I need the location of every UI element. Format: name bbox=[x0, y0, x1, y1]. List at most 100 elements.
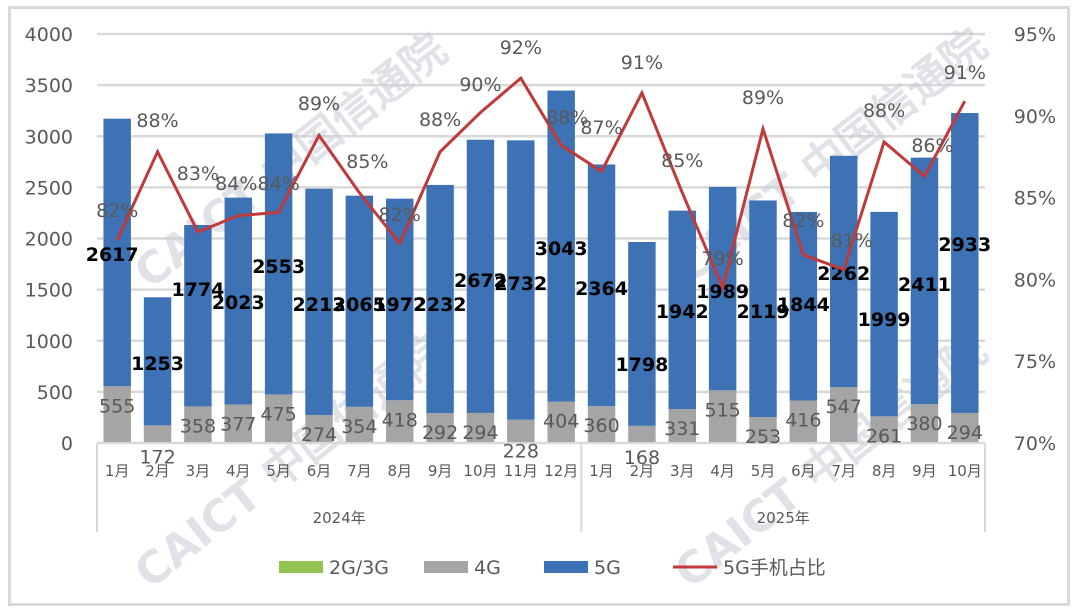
percent-label: 82% bbox=[96, 200, 138, 222]
percent-label: 82% bbox=[782, 210, 824, 232]
value-label-4g: 418 bbox=[382, 409, 418, 431]
bar-5g bbox=[103, 118, 131, 387]
value-label-5g: 1989 bbox=[696, 281, 749, 303]
value-label-4g: 292 bbox=[422, 422, 458, 444]
legend-label: 2G/3G bbox=[329, 557, 389, 579]
value-label-5g: 1798 bbox=[615, 354, 668, 376]
right-axis-tick: 95% bbox=[1014, 24, 1056, 46]
category-label: 3月 bbox=[186, 462, 211, 480]
value-label-5g: 2065 bbox=[333, 294, 386, 316]
category-label: 12月 bbox=[544, 462, 578, 480]
left-axis-tick: 500 bbox=[37, 382, 73, 404]
percent-label: 90% bbox=[459, 74, 501, 96]
value-label-4g: 331 bbox=[664, 418, 700, 440]
bar-4g bbox=[628, 425, 656, 443]
legend-swatch-4g bbox=[424, 561, 468, 573]
legend-swatch-2g3g bbox=[279, 561, 323, 573]
category-label: 11月 bbox=[504, 462, 538, 480]
value-label-5g: 2023 bbox=[212, 292, 265, 314]
category-label: 5月 bbox=[751, 462, 776, 480]
bar-4g bbox=[547, 401, 575, 443]
value-label-5g: 2232 bbox=[414, 294, 467, 316]
category-label: 8月 bbox=[387, 462, 412, 480]
value-label-4g: 274 bbox=[301, 424, 337, 446]
value-label-5g: 2364 bbox=[575, 278, 628, 300]
value-label-5g: 3043 bbox=[535, 238, 588, 260]
value-label-5g: 2617 bbox=[86, 244, 139, 266]
category-label: 5月 bbox=[266, 462, 291, 480]
value-label-5g: 2933 bbox=[938, 234, 991, 256]
value-label-5g: 1942 bbox=[656, 301, 709, 323]
value-label-4g: 294 bbox=[462, 422, 498, 444]
bar-5g bbox=[507, 140, 535, 420]
value-label-5g: 2213 bbox=[293, 294, 346, 316]
category-label: 6月 bbox=[791, 462, 816, 480]
left-axis-tick: 1000 bbox=[25, 331, 73, 353]
bar-4g bbox=[668, 409, 696, 443]
category-label: 6月 bbox=[307, 462, 332, 480]
percent-label: 86% bbox=[911, 135, 953, 157]
bar-5g bbox=[184, 225, 212, 407]
percent-label: 91% bbox=[944, 62, 986, 84]
bar-5g bbox=[910, 157, 939, 405]
bar-4g bbox=[184, 406, 212, 443]
bar-4g bbox=[466, 412, 495, 443]
percent-label: 91% bbox=[621, 52, 663, 74]
value-label-4g: 172 bbox=[139, 446, 175, 468]
left-axis-tick: 2500 bbox=[25, 177, 73, 199]
bar-4g bbox=[587, 406, 616, 443]
category-label: 7月 bbox=[347, 462, 372, 480]
bar-4g bbox=[789, 400, 818, 443]
bar-5g bbox=[305, 188, 333, 415]
bar-4g bbox=[305, 414, 333, 443]
percent-label: 85% bbox=[661, 150, 703, 172]
value-label-5g: 1253 bbox=[131, 353, 184, 375]
percent-label: 88% bbox=[863, 100, 905, 122]
right-axis-tick: 80% bbox=[1014, 269, 1056, 291]
category-label: 1月 bbox=[589, 462, 614, 480]
bar-5g bbox=[668, 210, 696, 410]
bar-4g bbox=[951, 412, 979, 443]
percent-label: 79% bbox=[702, 248, 744, 270]
percent-label: 92% bbox=[500, 37, 542, 59]
group-label: 2025年 bbox=[757, 509, 810, 527]
bar-4g bbox=[426, 413, 454, 443]
percent-label: 85% bbox=[346, 151, 388, 173]
bar-4g bbox=[830, 387, 858, 443]
bar-5g bbox=[345, 195, 374, 407]
legend-label: 4G bbox=[474, 557, 501, 579]
value-label-4g: 547 bbox=[826, 396, 862, 418]
bar-4g bbox=[708, 390, 737, 443]
percent-label: 84% bbox=[215, 173, 257, 195]
category-label: 9月 bbox=[428, 462, 453, 480]
bar-4g bbox=[103, 386, 131, 443]
bar-5g bbox=[830, 155, 858, 388]
value-label-4g: 360 bbox=[583, 415, 619, 437]
left-axis-tick: 1500 bbox=[25, 280, 73, 302]
percent-label: 88% bbox=[419, 109, 461, 131]
right-axis-tick: 90% bbox=[1014, 106, 1056, 128]
category-label: 3月 bbox=[670, 462, 695, 480]
bar-5g bbox=[628, 241, 656, 426]
value-label-5g: 2672 bbox=[454, 270, 507, 292]
right-axis-tick: 85% bbox=[1014, 188, 1056, 210]
bar-5g bbox=[143, 297, 172, 426]
category-label: 2月 bbox=[145, 462, 170, 480]
category-label: 4月 bbox=[710, 462, 735, 480]
percent-label: 88% bbox=[546, 107, 588, 129]
value-label-4g: 475 bbox=[261, 403, 297, 425]
legend-label: 5G手机占比 bbox=[723, 557, 826, 579]
value-label-5g: 1999 bbox=[858, 309, 911, 331]
value-label-4g: 515 bbox=[705, 399, 741, 421]
bar-5g bbox=[587, 164, 616, 407]
bar-5g bbox=[466, 139, 495, 413]
bar-4g bbox=[345, 406, 374, 443]
value-label-5g: 1774 bbox=[171, 279, 224, 301]
legend-swatch-5g bbox=[544, 561, 588, 573]
right-axis-tick: 75% bbox=[1014, 351, 1056, 373]
value-label-4g: 358 bbox=[180, 415, 216, 437]
category-label: 2月 bbox=[630, 462, 655, 480]
bar-4g bbox=[910, 404, 939, 443]
value-label-5g: 2411 bbox=[898, 274, 951, 296]
value-label-4g: 380 bbox=[906, 413, 942, 435]
